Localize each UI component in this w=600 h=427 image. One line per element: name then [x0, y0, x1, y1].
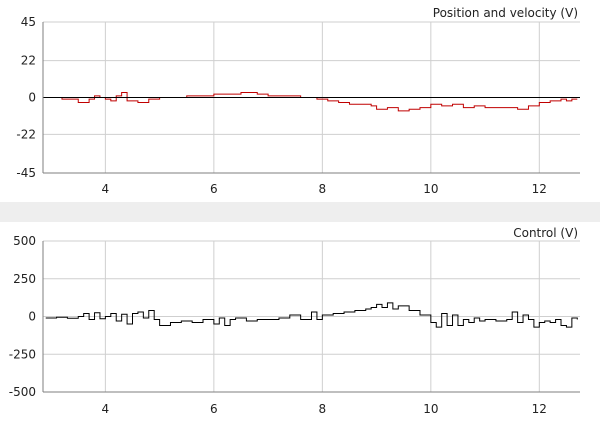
position-velocity-chart: 4 6 8 10 12 45 22 0 -22 -45 Position and velocity…	[16, 6, 580, 196]
x-tick-label: 8	[319, 402, 327, 416]
x-tick-label: 4	[102, 402, 110, 416]
chart-title: Control (V)	[513, 226, 578, 240]
y-tick-label: -250	[9, 347, 36, 361]
x-tick-label: 12	[532, 182, 547, 196]
control-panel: 4 6 8 10 12 500 250 0 -250 -500 Control (V)	[0, 222, 600, 427]
y-tick-label: 22	[21, 54, 36, 68]
chart-title: Position and velocity (V)	[433, 6, 578, 20]
y-tick-label: 0	[28, 91, 36, 105]
x-tick-label: 4	[102, 182, 110, 196]
x-tick-label: 12	[532, 402, 547, 416]
y-tick-label: 0	[28, 310, 36, 324]
y-tick-label: 45	[21, 15, 36, 29]
series-line	[45, 302, 578, 328]
x-tick-label: 10	[423, 402, 438, 416]
control-chart: 4 6 8 10 12 500 250 0 -250 -500 Control (V)	[9, 226, 580, 416]
y-tick-label: -500	[9, 385, 36, 399]
y-tick-label: 500	[13, 234, 36, 248]
x-tick-label: 6	[210, 182, 218, 196]
x-tick-label: 6	[210, 402, 218, 416]
y-tick-label: -45	[16, 166, 36, 180]
position-velocity-panel: 4 6 8 10 12 45 22 0 -22 -45 Position and velocity…	[0, 0, 600, 202]
x-tick-label: 8	[319, 182, 327, 196]
series-line	[45, 91, 578, 112]
y-tick-label: 250	[13, 272, 36, 286]
y-tick-label: -22	[16, 127, 36, 141]
panel-separator	[0, 202, 600, 222]
x-tick-label: 10	[423, 182, 438, 196]
